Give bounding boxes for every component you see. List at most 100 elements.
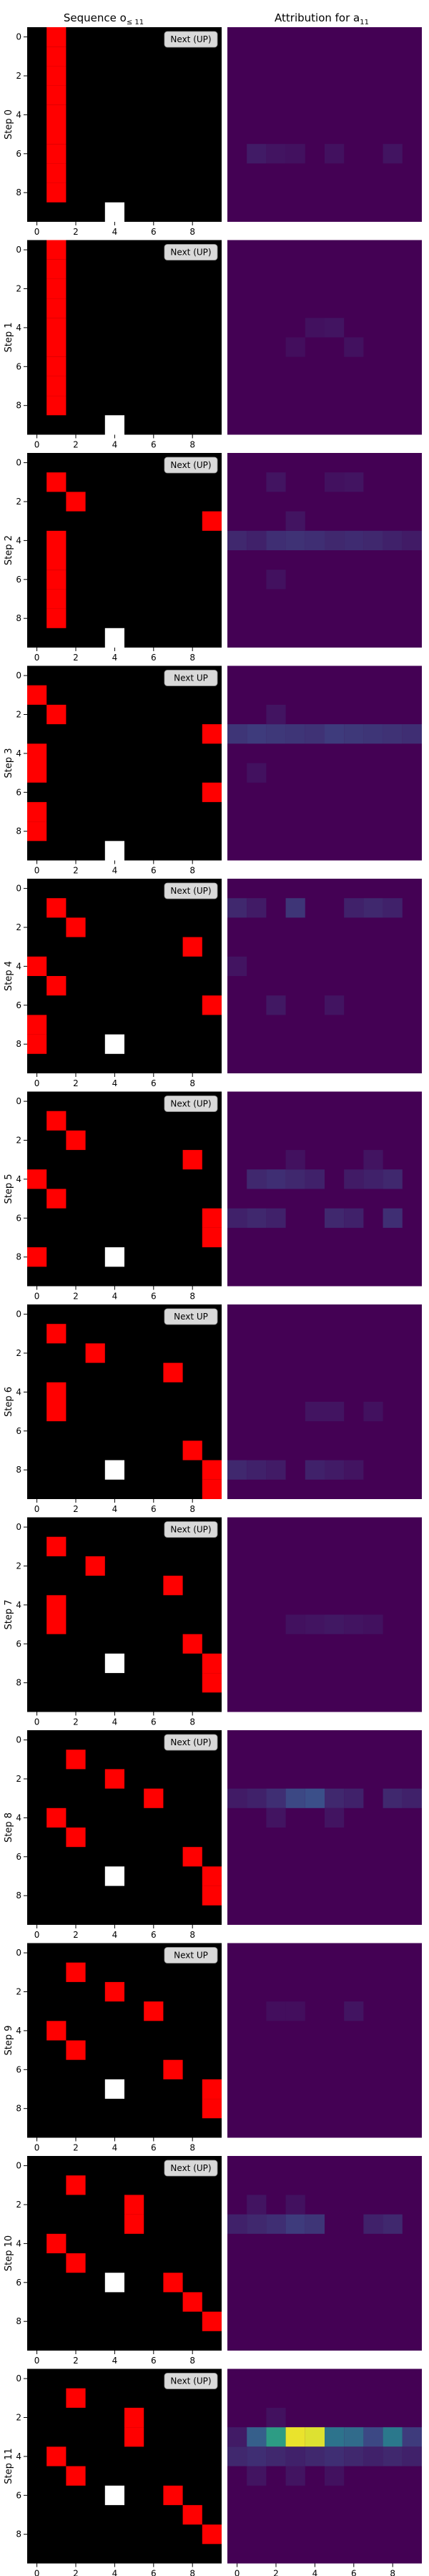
snake-cell-4-0 bbox=[46, 898, 66, 918]
attribution-cell-3-10 bbox=[266, 704, 286, 725]
snake-cell-5-2 bbox=[182, 1150, 202, 1170]
x-tick-label: 4 bbox=[112, 866, 118, 876]
snake-cell-1-6 bbox=[46, 356, 66, 376]
attribution-cell-4-0 bbox=[227, 898, 247, 918]
attribution-cell-6-8 bbox=[363, 1402, 383, 1422]
snake-cell-10-6 bbox=[182, 2292, 202, 2312]
attribution-cell-11-17 bbox=[363, 2446, 383, 2467]
attribution-cell-4-5 bbox=[383, 898, 403, 918]
snake-cell-5-6 bbox=[202, 1227, 222, 1248]
next-action-label-6: Next UP bbox=[174, 1312, 208, 1322]
y-tick-label: 2 bbox=[16, 1348, 21, 1358]
attribution-cell-2-13 bbox=[285, 511, 305, 531]
y-tick-label: 0 bbox=[16, 2373, 21, 2384]
snake-cell-0-0 bbox=[46, 27, 66, 47]
snake-cell-10-0 bbox=[66, 2175, 86, 2195]
attribution-cell-10-7 bbox=[247, 2195, 267, 2215]
snake-cell-3-6 bbox=[27, 801, 47, 822]
y-tick-label: 6 bbox=[16, 1213, 21, 1223]
step-label-5: Step 5 bbox=[4, 1174, 14, 1204]
attribution-cell-11-1 bbox=[247, 2427, 267, 2447]
snake-cell-11-3 bbox=[46, 2446, 66, 2467]
y-tick-label: 8 bbox=[16, 1039, 21, 1049]
y-tick-label: 8 bbox=[16, 1252, 21, 1262]
food-cell-6 bbox=[104, 1460, 124, 1480]
y-tick-label: 0 bbox=[16, 1096, 21, 1106]
snake-cell-8-0 bbox=[66, 1750, 86, 1770]
attribution-cell-5-1 bbox=[266, 1169, 286, 1189]
attribution-cell-2-1 bbox=[325, 472, 345, 492]
snake-cell-2-1 bbox=[66, 492, 86, 512]
attribution-cell-6-4 bbox=[325, 1460, 345, 1480]
y-tick-label: 8 bbox=[16, 1678, 21, 1688]
attribution-panel-0 bbox=[227, 27, 422, 222]
x-tick-label: 0 bbox=[34, 1078, 40, 1088]
snake-cell-4-5 bbox=[202, 995, 222, 1015]
left-column-title: Sequence o≤ 11 bbox=[64, 11, 144, 26]
step-label-10: Step 10 bbox=[4, 2235, 14, 2271]
attribution-cell-6-5 bbox=[344, 1460, 364, 1480]
next-action-badge-3 bbox=[164, 670, 218, 686]
attribution-cell-6-2 bbox=[266, 1460, 286, 1480]
attribution-cell-2-0 bbox=[266, 472, 286, 492]
attribution-cell-0-0 bbox=[247, 144, 267, 164]
attribution-cell-7-4 bbox=[363, 1614, 383, 1634]
y-tick-label: 0 bbox=[16, 670, 21, 680]
y-tick-label: 2 bbox=[16, 1136, 21, 1146]
snake-cell-8-7 bbox=[202, 1885, 222, 1906]
attribution-cell-4-7 bbox=[325, 995, 345, 1015]
attribution-cell-7-1 bbox=[325, 1614, 345, 1634]
food-cell-3 bbox=[104, 841, 124, 861]
attribution-cell-11-4 bbox=[305, 2427, 325, 2447]
snake-cell-6-6 bbox=[202, 1460, 222, 1480]
attribution-cell-11-15 bbox=[325, 2446, 345, 2467]
y-tick-label: 8 bbox=[16, 2316, 21, 2326]
snake-cell-7-4 bbox=[46, 1614, 66, 1634]
food-cell-8 bbox=[104, 1866, 124, 1886]
x-tick-label: 0 bbox=[34, 440, 40, 450]
attribution-cell-3-11 bbox=[247, 763, 267, 783]
y-tick-label: 4 bbox=[16, 1813, 21, 1823]
attribution-cell-6-6 bbox=[305, 1402, 325, 1422]
snake-cell-10-7 bbox=[202, 2311, 222, 2331]
x-tick-label: 4 bbox=[112, 440, 118, 450]
x-tick-label: 4 bbox=[112, 1078, 118, 1088]
snake-cell-0-1 bbox=[46, 47, 66, 67]
food-cell-5 bbox=[104, 1247, 124, 1267]
food-cell-4 bbox=[104, 1034, 124, 1054]
snake-cell-11-6 bbox=[182, 2504, 202, 2525]
snake-cell-7-6 bbox=[202, 1653, 222, 1674]
snake-cell-3-1 bbox=[46, 704, 66, 725]
attribution-cell-4-3 bbox=[344, 898, 364, 918]
step-label-4: Step 4 bbox=[4, 961, 14, 991]
attribution-cell-4-8 bbox=[227, 956, 247, 976]
attribution-cell-2-3 bbox=[227, 530, 247, 550]
attribution-cell-3-4 bbox=[305, 724, 325, 744]
attribution-cell-10-6 bbox=[383, 2214, 403, 2234]
food-cell-2 bbox=[104, 628, 124, 648]
snake-cell-8-5 bbox=[182, 1847, 202, 1867]
attribution-cell-8-5 bbox=[325, 1788, 345, 1808]
snake-cell-10-5 bbox=[163, 2273, 183, 2293]
x-tick-label: 4 bbox=[112, 2569, 118, 2576]
attribution-cell-10-2 bbox=[266, 2214, 286, 2234]
next-action-badge-1 bbox=[164, 244, 218, 260]
y-tick-label: 0 bbox=[16, 2161, 21, 2171]
attribution-cell-11-9 bbox=[402, 2427, 422, 2447]
y-tick-label: 0 bbox=[16, 1948, 21, 1958]
snake-cell-1-5 bbox=[46, 337, 66, 357]
next-action-label-9: Next UP bbox=[174, 1951, 208, 1961]
snake-cell-9-3 bbox=[46, 2021, 66, 2041]
x-tick-label: 6 bbox=[151, 227, 157, 237]
snake-cell-1-7 bbox=[46, 376, 66, 396]
y-tick-label: 4 bbox=[16, 1174, 21, 1184]
step-label-6: Step 6 bbox=[4, 1387, 14, 1417]
attr-x-tick-label: 8 bbox=[390, 2569, 395, 2576]
y-tick-label: 6 bbox=[16, 575, 21, 585]
attribution-cell-5-9 bbox=[266, 1208, 286, 1228]
attribution-cell-0-4 bbox=[383, 144, 403, 164]
y-tick-label: 4 bbox=[16, 748, 21, 758]
attribution-cell-11-3 bbox=[285, 2427, 305, 2447]
attribution-cell-3-0 bbox=[227, 724, 247, 744]
attribution-cell-8-7 bbox=[383, 1788, 403, 1808]
